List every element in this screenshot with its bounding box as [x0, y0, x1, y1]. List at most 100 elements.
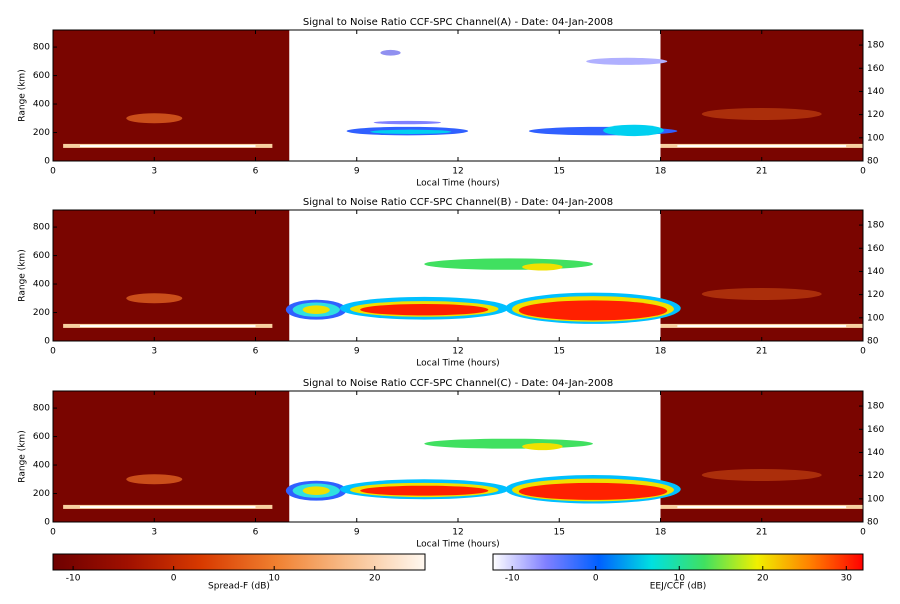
y-axis-label: Range (km)	[18, 249, 28, 301]
spread-f-patch	[701, 288, 822, 301]
x-tick-label: 0	[50, 347, 56, 357]
echo-region	[370, 129, 452, 134]
x-tick-label: 3	[151, 347, 157, 357]
spread-f-core	[80, 506, 256, 509]
x-tick-label: 6	[253, 167, 259, 177]
y2-tick-label: 100	[867, 313, 884, 323]
colorbar-tick-label: 30	[841, 574, 853, 584]
y2-tick-label: 120	[867, 290, 884, 300]
x-tick-label: 9	[354, 347, 360, 357]
y-tick-label: 0	[44, 157, 50, 167]
y-tick-label: 600	[33, 71, 50, 81]
x-tick-label: 15	[554, 347, 565, 357]
x-tick-label: 18	[655, 347, 667, 357]
x-axis-label: Local Time (hours)	[416, 359, 499, 369]
x-tick-label: 6	[253, 528, 259, 538]
night-bg	[660, 391, 863, 522]
colorbar-tick-label: 20	[369, 574, 381, 584]
x-tick-label: 21	[756, 528, 767, 538]
spread-f-patch	[126, 293, 183, 304]
y2-tick-label: 140	[867, 448, 884, 458]
y-tick-label: 400	[33, 100, 50, 110]
x-tick-label: 3	[151, 528, 157, 538]
spread-f-core	[677, 145, 847, 148]
colorbar-label: Spread-F (dB)	[208, 582, 270, 592]
x-tick-label: 12	[452, 167, 463, 177]
y2-tick-label: 80	[867, 337, 879, 347]
x-tick-label: 0	[860, 347, 866, 357]
colorbar-tick-label: 10	[674, 574, 686, 584]
y2-tick-label: 160	[867, 244, 884, 254]
spread-f-patch	[701, 108, 822, 121]
night-bg	[53, 30, 290, 161]
colorbar-tick-label: -10	[66, 574, 81, 584]
panel-title: Signal to Noise Ratio CCF-SPC Channel(C)…	[303, 378, 613, 389]
night-bg	[53, 391, 290, 522]
y-tick-label: 0	[44, 518, 50, 528]
y2-tick-label: 160	[867, 425, 884, 435]
spread-f-patch	[126, 474, 183, 485]
panel-title: Signal to Noise Ratio CCF-SPC Channel(A)…	[303, 17, 613, 28]
spread-f-core	[677, 325, 847, 328]
night-bg	[660, 30, 863, 161]
x-tick-label: 18	[655, 167, 667, 177]
spread-f-patch	[701, 469, 822, 482]
y-tick-label: 600	[33, 251, 50, 261]
x-tick-label: 12	[452, 347, 463, 357]
x-tick-label: 9	[354, 528, 360, 538]
x-tick-label: 6	[253, 347, 259, 357]
colorbar-tick-label: 0	[593, 574, 599, 584]
y-tick-label: 200	[33, 308, 50, 318]
y-tick-label: 600	[33, 432, 50, 442]
y-axis-label: Range (km)	[18, 430, 28, 482]
y-axis-label: Range (km)	[18, 69, 28, 121]
colorbar	[492, 553, 864, 571]
heatmap	[53, 30, 863, 161]
x-tick-label: 0	[50, 528, 56, 538]
x-tick-label: 21	[756, 167, 767, 177]
x-tick-label: 0	[50, 167, 56, 177]
y2-tick-label: 140	[867, 87, 884, 97]
colorbar-tick-label: 20	[757, 574, 769, 584]
echo-region	[360, 303, 489, 316]
night-bg	[660, 210, 863, 341]
echo-region	[424, 438, 593, 449]
spread-f-core	[80, 145, 256, 148]
x-tick-label: 18	[655, 528, 667, 538]
spread-f-core	[677, 506, 847, 509]
spread-f-core	[80, 325, 256, 328]
colorbar-tick-label: 0	[171, 574, 177, 584]
x-tick-label: 3	[151, 167, 157, 177]
y-tick-label: 800	[33, 404, 50, 414]
y-tick-label: 200	[33, 489, 50, 499]
spread-f-patch	[126, 113, 183, 124]
y2-tick-label: 80	[867, 157, 879, 167]
echo-region	[302, 305, 330, 314]
x-tick-label: 12	[452, 528, 463, 538]
colorbar	[52, 553, 426, 571]
colorbar-tick-label: -10	[505, 574, 520, 584]
x-axis-label: Local Time (hours)	[416, 179, 499, 189]
y2-tick-label: 100	[867, 133, 884, 143]
y2-tick-label: 120	[867, 471, 884, 481]
echo-region	[522, 442, 563, 451]
y-tick-label: 800	[33, 43, 50, 53]
x-tick-label: 21	[756, 347, 767, 357]
y2-tick-label: 160	[867, 64, 884, 74]
y2-tick-label: 180	[867, 402, 884, 412]
x-tick-label: 9	[354, 167, 360, 177]
echo-region	[586, 57, 668, 65]
x-tick-label: 15	[554, 528, 565, 538]
heatmap	[53, 391, 863, 522]
x-tick-label: 15	[554, 167, 565, 177]
y-tick-label: 800	[33, 223, 50, 233]
night-bg	[53, 210, 290, 341]
y2-tick-label: 100	[867, 494, 884, 504]
y-tick-label: 200	[33, 128, 50, 138]
echo-region	[360, 485, 489, 496]
y2-tick-label: 180	[867, 221, 884, 231]
echo-region	[518, 300, 668, 321]
echo-region	[518, 482, 668, 500]
x-tick-label: 0	[860, 167, 866, 177]
